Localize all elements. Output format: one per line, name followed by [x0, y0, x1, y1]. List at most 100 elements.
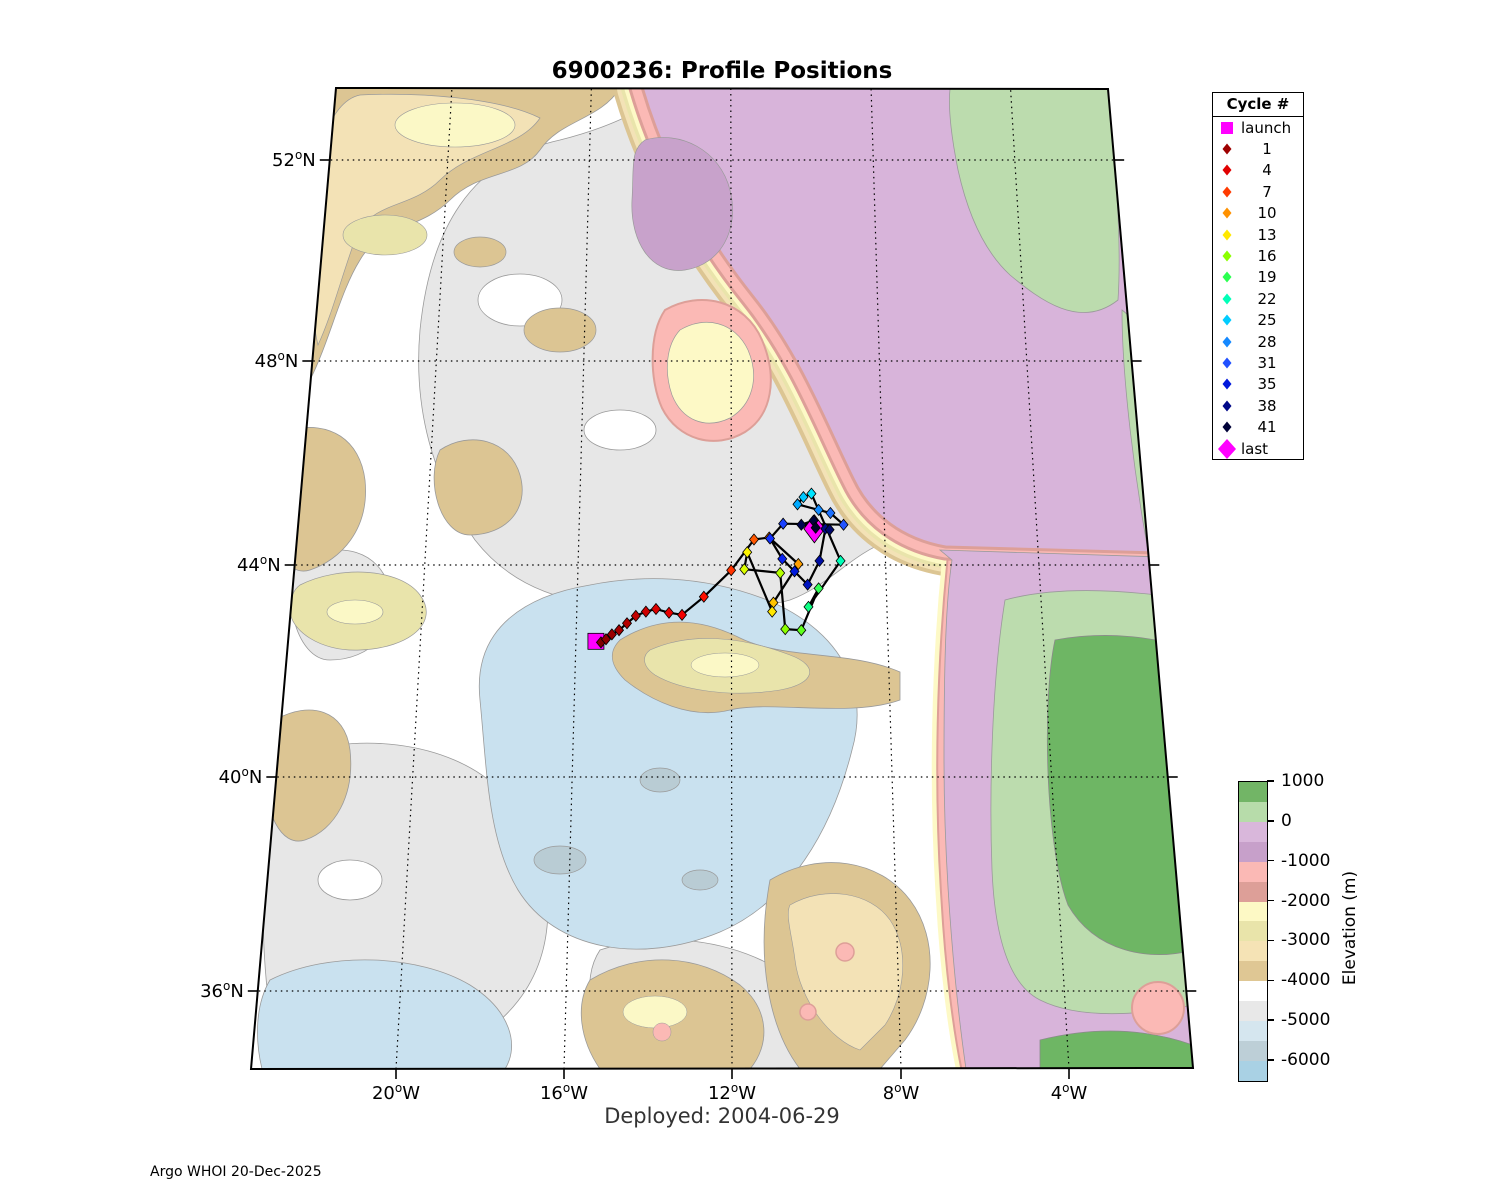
colorbar-tick-label: -2000 — [1281, 890, 1331, 911]
legend-row: 28 — [1213, 331, 1303, 352]
legend-row: 16 — [1213, 245, 1303, 266]
legend-row: 22 — [1213, 288, 1303, 309]
colorbar-segment — [1239, 1060, 1267, 1081]
colorbar-tick-label: -5000 — [1281, 1010, 1331, 1031]
colorbar-tick — [1267, 1059, 1274, 1061]
colorbar-tick-label: 0 — [1281, 810, 1292, 831]
trajectory-marker — [778, 517, 789, 530]
legend-row: last — [1213, 438, 1303, 459]
legend-row: 38 — [1213, 395, 1303, 416]
legend-row: 25 — [1213, 310, 1303, 331]
colorbar-tick-label: -4000 — [1281, 970, 1331, 991]
colorbar-segment — [1239, 981, 1267, 1002]
trajectory-marker — [813, 503, 824, 517]
colorbar-tick — [1267, 859, 1274, 862]
contour-region-paleyellow-core — [690, 652, 760, 678]
colorbar-segment — [1239, 861, 1267, 882]
legend-marker-diamond-icon — [1213, 270, 1241, 284]
trajectory-marker — [606, 628, 617, 641]
trajectory-layer — [587, 487, 849, 650]
contour-region-darkgreen-bottomstrip — [1039, 1030, 1193, 1069]
contour-region-mauve-patch — [631, 137, 733, 271]
legend-marker-square-icon — [1213, 120, 1241, 136]
lat-tick-label: 52oN — [272, 148, 316, 171]
deployed-date-label: Deployed: 2004-06-29 — [604, 1104, 840, 1128]
cycle-legend: Cycle # launch 1 4 7 10 13 16 19 22 25 28 31 35 38 41 l… — [1212, 92, 1304, 461]
legend-label: launch — [1241, 118, 1292, 137]
legend-label: 16 — [1257, 247, 1277, 266]
trajectory-marker — [792, 498, 803, 511]
colorbar-tick-label: -3000 — [1281, 930, 1331, 951]
legend-marker-diamond-icon — [1213, 228, 1241, 242]
lat-tick-label: 48oN — [255, 349, 299, 372]
axis-tick-labels: 52oN 48oN 44oN 40oN 36oN 20oW 16oW 12oW 8oW 4oW — [200, 148, 1087, 1104]
trajectory-marker — [600, 633, 612, 646]
colorbar-segment — [1239, 1001, 1267, 1022]
colorbar-segment — [1239, 881, 1267, 902]
contour-region-cream-galicia — [787, 893, 904, 1051]
contour-region-tan-midpatch — [523, 307, 597, 353]
legend-row: 4 — [1213, 160, 1303, 181]
trajectory-marker — [630, 609, 641, 623]
legend-label: 19 — [1257, 268, 1277, 287]
legend-row: 10 — [1213, 203, 1303, 224]
map-frame — [249, 86, 1195, 1071]
trajectory-marker — [640, 605, 651, 618]
legend-label: 28 — [1257, 332, 1277, 351]
contour-region-paleyellow-core — [394, 102, 516, 148]
contour-region-pink-corner — [1131, 981, 1185, 1035]
contour-region-steelblue-patch — [533, 845, 587, 875]
trajectory-marker — [806, 487, 817, 500]
colorbar-segment — [1239, 941, 1267, 962]
colorbar-segment — [1239, 841, 1267, 862]
legend-row: 13 — [1213, 224, 1303, 245]
axis-ticks — [247, 159, 1197, 1079]
lon-tick-label: 12oW — [708, 1081, 756, 1104]
contour-region-tan-midpatch — [453, 236, 507, 268]
trajectory-marker — [810, 521, 821, 534]
legend-row: 1 — [1213, 138, 1303, 159]
meridian-gridline — [563, 87, 592, 1070]
contour-region-blue-bottomleft — [257, 959, 512, 1069]
trajectory-marker — [789, 565, 800, 578]
lon-tick-label: 4oW — [1051, 1081, 1088, 1104]
trajectory-marker — [621, 617, 633, 630]
colorbar-segment — [1239, 1040, 1267, 1061]
trajectory-marker — [803, 600, 814, 614]
lat-tick-label: 40oN — [219, 765, 263, 788]
legend-marker-diamond-icon — [1213, 313, 1241, 327]
legend-row: 19 — [1213, 267, 1303, 288]
trajectory-marker — [698, 590, 709, 603]
legend-row: 7 — [1213, 181, 1303, 202]
legend-marker-diamond-large-icon — [1213, 438, 1241, 459]
legend-label: 22 — [1257, 289, 1277, 308]
gridlines — [258, 87, 1186, 1070]
contour-region-pink-spot — [799, 1003, 817, 1021]
colorbar-tick — [1267, 1019, 1274, 1021]
legend-marker-diamond-icon — [1213, 420, 1241, 434]
legend-label: 7 — [1262, 182, 1272, 201]
trajectory-marker — [798, 491, 809, 504]
contour-region-darkgreen-iberia — [1046, 635, 1193, 956]
colorbar-tick — [1267, 899, 1274, 902]
colorbar-tick — [1267, 939, 1274, 942]
lat-tick-label: 36oN — [200, 979, 244, 1002]
colorbar-tick — [1267, 820, 1274, 822]
trajectory-marker — [825, 506, 836, 520]
legend-marker-diamond-icon — [1213, 249, 1241, 263]
contour-region-pink-spot — [652, 1022, 672, 1042]
colorbar-tick — [1267, 979, 1274, 982]
legend-header: Cycle # — [1213, 93, 1303, 117]
colorbar-tick-label: -6000 — [1281, 1050, 1331, 1071]
legend-marker-diamond-icon — [1213, 163, 1241, 177]
trajectory-marker — [796, 624, 807, 637]
legend-label: 25 — [1257, 311, 1277, 330]
legend-marker-diamond-icon — [1213, 206, 1241, 220]
trajectory-marker — [726, 564, 737, 577]
colorbar-tick-label: -1000 — [1281, 850, 1331, 871]
legend-row: 41 — [1213, 416, 1303, 437]
meridian-gridline — [870, 87, 902, 1070]
trajectory-marker — [663, 606, 675, 619]
